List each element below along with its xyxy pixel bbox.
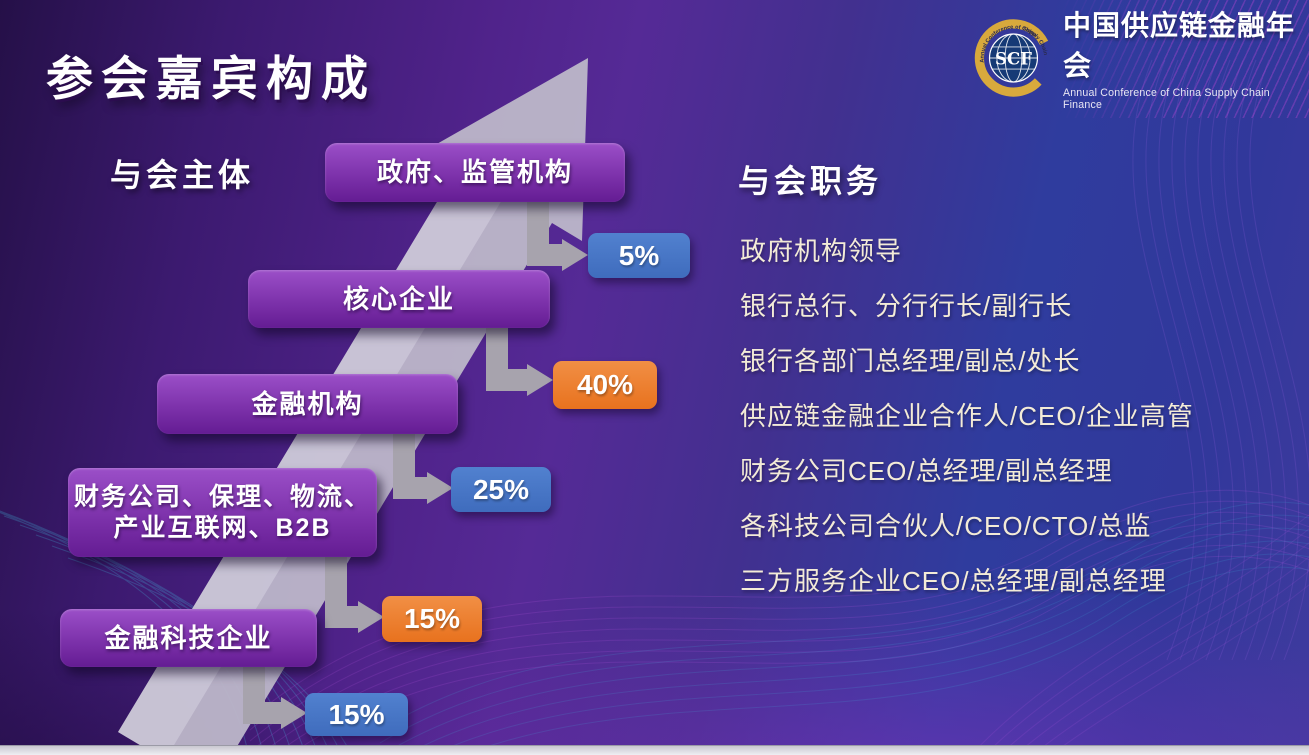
brand-name-en: Annual Conference of China Supply Chain … [1062, 87, 1270, 111]
bottom-scrollbar-track[interactable] [0, 745, 1309, 755]
attendee-roles-list: 政府机构领导 银行总行、分行行长/副行长 银行各部门总经理/副总/处长 供应链金… [740, 238, 1194, 623]
flow-box-government: 政府、监管机构 [325, 143, 625, 202]
percent-badge: 15% [382, 596, 482, 642]
flow-box-finance-logistics-b2b: 财务公司、保理、物流、 产业互联网、B2B [68, 468, 377, 557]
percent-badge: 15% [305, 693, 408, 736]
logo-monogram: SCF [995, 48, 1032, 68]
flow-box-fintech: 金融科技企业 [60, 609, 317, 667]
flow-box-label: 政府、监管机构 [376, 157, 573, 187]
percent-badge: 25% [451, 467, 551, 512]
role-item: 供应链金融企业合作人/CEO/企业高管 [740, 401, 1194, 431]
corner-hatch-pattern [1059, 0, 1309, 118]
role-item: 财务公司CEO/总经理/副总经理 [740, 456, 1113, 486]
brand-header: SCF Annual Conference of China Supply Ch… [972, 4, 1309, 111]
flow-box-label: 金融科技企业 [104, 622, 273, 653]
attendee-composition-heading: 与会主体 [110, 157, 255, 193]
flow-box-financial-institution: 金融机构 [157, 374, 458, 434]
role-item: 银行各部门总经理/副总/处长 [740, 346, 1081, 376]
attendee-roles-heading: 与会职务 [738, 163, 883, 199]
logo-gold-ring [974, 18, 1053, 97]
flow-box-label: 财务公司、保理、物流、 产业互联网、B2B [73, 482, 371, 542]
role-item: 三方服务企业CEO/总经理/副总经理 [740, 566, 1167, 596]
slide-title: 参会嘉宾构成 [46, 52, 376, 105]
role-item: 各科技公司合伙人/CEO/CTO/总监 [740, 511, 1152, 541]
percent-badge: 5% [588, 233, 690, 278]
flow-box-label: 金融机构 [251, 388, 364, 419]
flow-box-core-enterprise: 核心企业 [248, 270, 550, 328]
brand-name-zh: 中国供应链金融年会 [1062, 10, 1295, 81]
role-item: 政府机构领导 [740, 236, 903, 266]
flow-box-label: 核心企业 [342, 283, 455, 314]
role-item: 银行总行、分行行长/副行长 [740, 291, 1073, 321]
percent-badge: 40% [553, 361, 657, 409]
scf-globe-logo-icon: SCF Annual Conference of China Supply Ch… [972, 14, 1053, 97]
